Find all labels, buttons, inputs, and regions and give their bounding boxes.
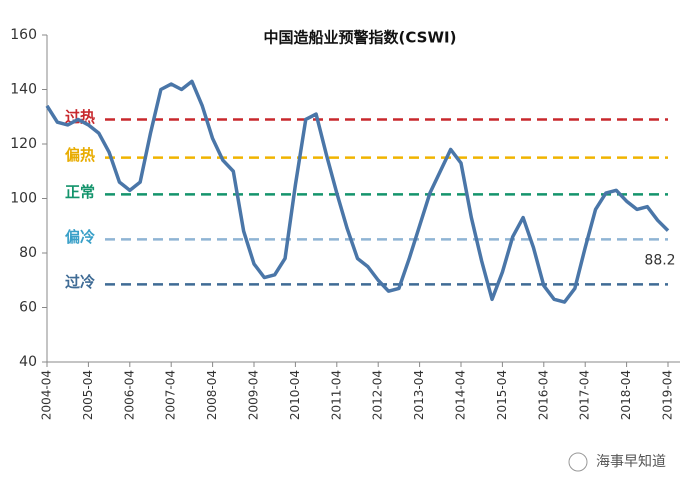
x-tick-label: 2017-04 (578, 370, 592, 420)
x-tick-label: 2016-04 (536, 370, 550, 420)
data-line (45, 79, 670, 304)
reference-label: 正常 (65, 183, 95, 201)
annotation: 88.2 (644, 253, 675, 269)
y-tick-label: 80 (19, 245, 37, 261)
y-tick-label: 120 (10, 136, 37, 152)
y-tick-label: 60 (19, 300, 37, 316)
y-tick-label: 140 (10, 82, 37, 98)
reference-label: 偏冷 (65, 228, 95, 246)
watermark-text: 海事早知道 (596, 453, 666, 470)
y-tick-label: 160 (10, 27, 37, 43)
x-tick-label: 2009-04 (247, 370, 261, 420)
reference-label: 过冷 (65, 273, 95, 291)
x-tick-label: 2019-04 (661, 370, 675, 420)
y-tick-label: 40 (19, 354, 37, 370)
watermark: 海事早知道 (568, 452, 666, 472)
watermark-icon (568, 452, 588, 472)
x-tick-label: 2014-04 (454, 370, 468, 420)
x-tick-label: 2018-04 (619, 370, 633, 420)
x-tick-label: 2011-04 (329, 370, 343, 420)
x-tick-label: 2015-04 (495, 370, 509, 420)
chart-title: 中国造船业预警指数(CSWI) (264, 29, 457, 47)
x-tick-label: 2008-04 (205, 370, 219, 420)
x-tick-label: 2007-04 (164, 370, 178, 420)
x-tick-label: 2005-04 (81, 370, 95, 420)
x-tick-label: 2006-04 (122, 370, 136, 420)
reference-label: 偏热 (65, 146, 95, 164)
y-tick-label: 100 (10, 191, 37, 207)
x-tick-label: 2012-04 (371, 370, 385, 420)
x-tick-label: 2013-04 (412, 370, 426, 420)
x-tick-label: 2010-04 (288, 370, 302, 420)
x-tick-label: 2004-04 (40, 370, 54, 420)
